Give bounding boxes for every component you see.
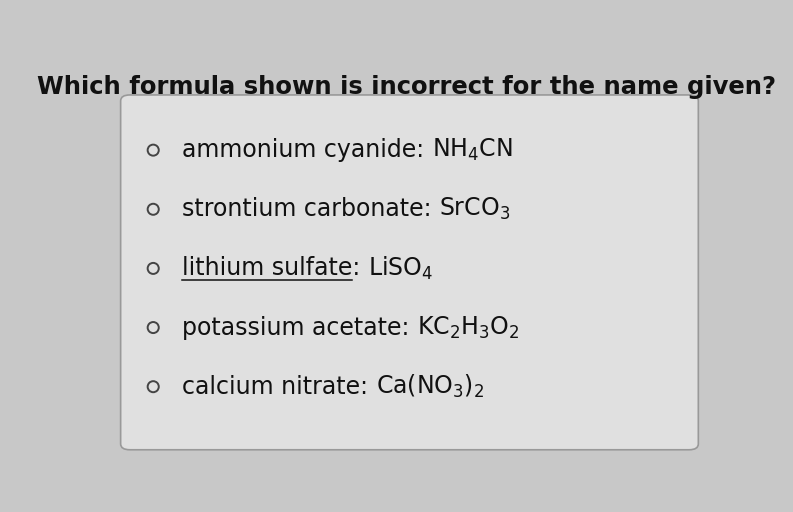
Text: $\mathrm{NH_4CN}$: $\mathrm{NH_4CN}$ bbox=[431, 137, 512, 163]
Text: $\mathrm{Ca(NO_3)_2}$: $\mathrm{Ca(NO_3)_2}$ bbox=[376, 373, 484, 400]
Text: calcium nitrate:: calcium nitrate: bbox=[182, 375, 376, 399]
Text: lithium sulfate:: lithium sulfate: bbox=[182, 257, 368, 281]
Text: ammonium cyanide:: ammonium cyanide: bbox=[182, 138, 431, 162]
Text: strontium carbonate:: strontium carbonate: bbox=[182, 197, 439, 221]
Text: $\mathrm{SrCO_3}$: $\mathrm{SrCO_3}$ bbox=[439, 196, 510, 222]
Text: $\mathrm{KC_2H_3O_2}$: $\mathrm{KC_2H_3O_2}$ bbox=[417, 314, 519, 340]
FancyBboxPatch shape bbox=[121, 95, 699, 450]
Text: potassium acetate:: potassium acetate: bbox=[182, 315, 417, 339]
Text: Which formula shown is incorrect for the name given?: Which formula shown is incorrect for the… bbox=[36, 75, 776, 99]
Text: $\mathrm{LiSO_4}$: $\mathrm{LiSO_4}$ bbox=[368, 255, 433, 282]
